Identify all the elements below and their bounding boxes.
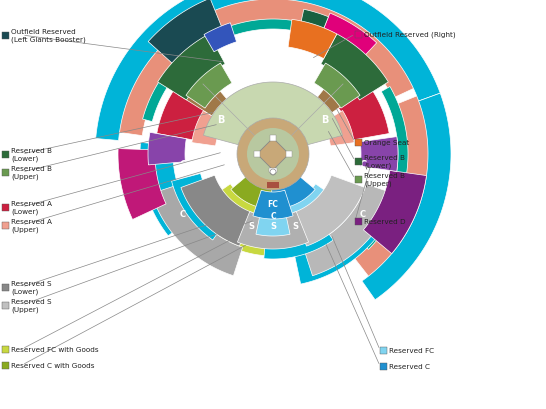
Polygon shape	[322, 111, 354, 146]
Bar	[2, 222, 9, 229]
Text: Outfield Reserved (Right): Outfield Reserved (Right)	[364, 31, 455, 38]
Polygon shape	[148, 133, 186, 166]
Text: Reserved S
(Lower): Reserved S (Lower)	[11, 281, 52, 294]
Text: Reserved D: Reserved D	[364, 218, 406, 225]
Polygon shape	[354, 96, 430, 278]
Polygon shape	[143, 20, 384, 122]
Text: B: B	[217, 115, 225, 125]
Text: A: A	[311, 145, 319, 155]
Polygon shape	[204, 83, 342, 150]
Polygon shape	[288, 20, 337, 59]
Text: S: S	[292, 222, 298, 231]
Text: FC: FC	[268, 200, 278, 209]
Polygon shape	[270, 136, 276, 142]
Polygon shape	[257, 139, 289, 171]
Polygon shape	[273, 184, 357, 256]
Polygon shape	[158, 35, 225, 101]
Text: Reserved C with Goods: Reserved C with Goods	[11, 362, 94, 368]
Bar	[2, 152, 9, 159]
Bar	[380, 363, 387, 370]
Text: Reserved B
(Upper): Reserved B (Upper)	[364, 173, 405, 186]
Polygon shape	[317, 14, 377, 69]
Text: Orange Seat: Orange Seat	[364, 139, 410, 146]
Polygon shape	[117, 0, 416, 136]
Text: C: C	[180, 160, 187, 170]
Polygon shape	[181, 176, 252, 247]
Polygon shape	[148, 0, 224, 68]
Polygon shape	[361, 87, 408, 250]
Bar	[355, 177, 362, 184]
Polygon shape	[294, 212, 382, 284]
Text: Reserved S
(Upper): Reserved S (Upper)	[11, 299, 52, 312]
Polygon shape	[362, 94, 451, 300]
Polygon shape	[298, 10, 329, 45]
Polygon shape	[364, 171, 426, 254]
Bar	[355, 159, 362, 166]
Bar	[355, 32, 362, 39]
Polygon shape	[186, 64, 232, 109]
Text: Outfield Reserved
(Left Giants Booster): Outfield Reserved (Left Giants Booster)	[11, 29, 86, 43]
Polygon shape	[231, 173, 275, 209]
Polygon shape	[254, 152, 260, 157]
Text: S: S	[248, 222, 254, 231]
Polygon shape	[157, 87, 207, 141]
Text: C: C	[270, 212, 276, 221]
Polygon shape	[204, 24, 236, 53]
Polygon shape	[118, 149, 166, 220]
Polygon shape	[140, 143, 194, 236]
Text: C: C	[180, 210, 186, 219]
Text: Reserved A
(Upper): Reserved A (Upper)	[11, 219, 52, 232]
Polygon shape	[303, 185, 395, 276]
Bar	[380, 347, 387, 354]
Polygon shape	[339, 87, 389, 141]
Text: B: B	[321, 115, 329, 125]
Polygon shape	[171, 174, 230, 240]
Text: Reserved FC: Reserved FC	[389, 347, 434, 353]
Bar	[2, 170, 9, 177]
Polygon shape	[269, 169, 277, 175]
Bar	[2, 362, 9, 369]
Bar	[2, 204, 9, 211]
Polygon shape	[151, 185, 243, 276]
Text: A: A	[227, 145, 235, 155]
Polygon shape	[264, 216, 333, 259]
Bar	[355, 139, 362, 147]
Bar	[2, 302, 9, 309]
Polygon shape	[286, 152, 292, 157]
Polygon shape	[178, 69, 227, 117]
Polygon shape	[189, 184, 273, 256]
Polygon shape	[267, 182, 279, 189]
Polygon shape	[314, 64, 360, 109]
Text: Reserved B
(Upper): Reserved B (Upper)	[11, 166, 52, 179]
Polygon shape	[253, 191, 293, 220]
Text: C: C	[359, 160, 366, 170]
Polygon shape	[256, 215, 290, 236]
Polygon shape	[271, 173, 315, 209]
Text: Reserved A
(Lower): Reserved A (Lower)	[11, 201, 52, 214]
Circle shape	[269, 153, 277, 161]
Bar	[2, 33, 9, 40]
Polygon shape	[317, 67, 365, 113]
Polygon shape	[321, 35, 388, 101]
Bar	[2, 284, 9, 291]
Text: Reserved C: Reserved C	[389, 363, 430, 369]
Polygon shape	[360, 137, 398, 172]
Text: S: S	[270, 222, 276, 231]
Polygon shape	[294, 176, 365, 247]
Circle shape	[237, 119, 309, 191]
Polygon shape	[96, 0, 440, 141]
Text: Reserved B
(Lower): Reserved B (Lower)	[11, 148, 52, 162]
Circle shape	[247, 129, 299, 180]
Bar	[2, 346, 9, 353]
Text: Reserved FC with Goods: Reserved FC with Goods	[11, 346, 99, 352]
Bar	[355, 218, 362, 225]
Polygon shape	[238, 212, 308, 249]
Text: C: C	[360, 210, 366, 219]
Polygon shape	[192, 111, 224, 146]
Text: Reserved B
(Lower): Reserved B (Lower)	[364, 155, 405, 169]
